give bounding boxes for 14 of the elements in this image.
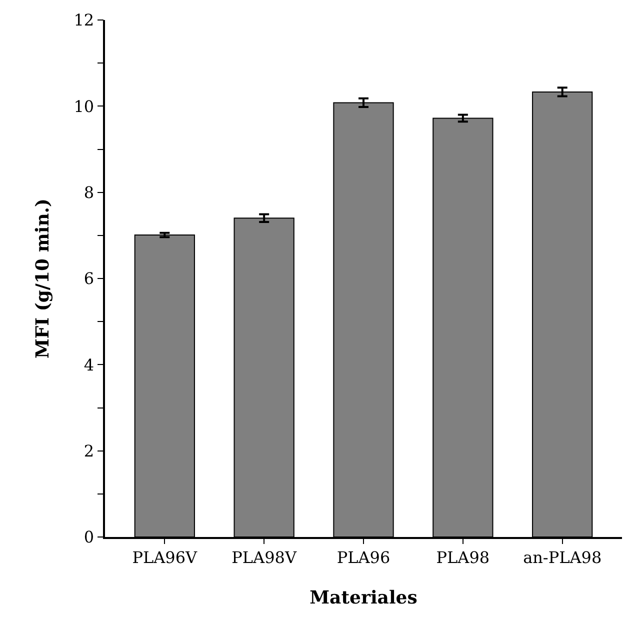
- y-tick-label: 10: [74, 96, 94, 116]
- y-tick-label: 4: [84, 355, 94, 374]
- y-tick-label: 6: [84, 269, 94, 288]
- x-tick-label: PLA98V: [232, 548, 297, 567]
- x-axis-title: Materiales: [310, 588, 418, 609]
- y-tick-label: 8: [84, 182, 94, 202]
- x-tick-label: PLA98: [436, 548, 490, 567]
- x-tick-label: PLA96: [336, 548, 390, 567]
- y-axis-title: MFI (g/10 min.): [32, 198, 54, 359]
- x-tick-label: an-PLA98: [523, 548, 602, 567]
- y-tick-label: 12: [74, 10, 94, 30]
- y-tick-label: 2: [84, 441, 94, 460]
- x-tick-label: PLA96V: [132, 548, 198, 567]
- y-tick-label: 0: [84, 528, 94, 547]
